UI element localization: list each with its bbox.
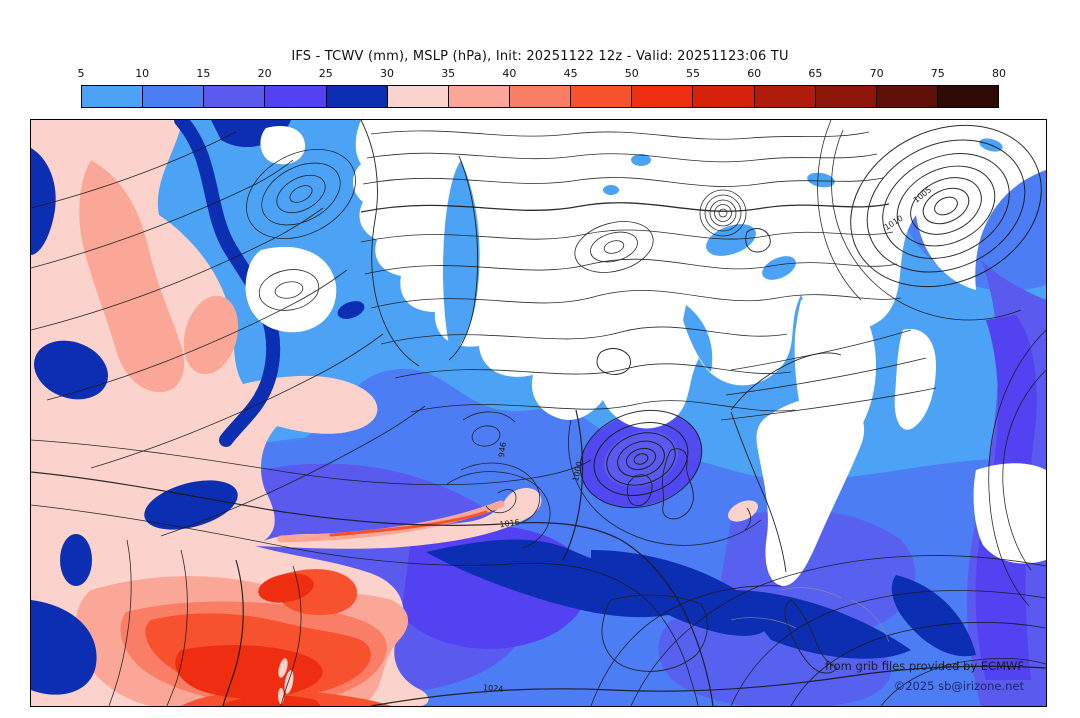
- colorbar-tick: 80: [992, 67, 1006, 80]
- isobar-label: 946: [497, 441, 508, 457]
- colorbar-tick: 60: [747, 67, 762, 80]
- colorbar-tick: 45: [563, 67, 578, 80]
- isobar-label: 1024: [483, 683, 504, 693]
- colorbar-tick: 10: [135, 67, 150, 80]
- colorbar-tick: 5: [77, 67, 85, 80]
- colorbar-tick: 30: [380, 67, 394, 80]
- isobar-label: 1016: [499, 518, 520, 530]
- tcwv-colorbar: 5 10 15 20 25 30 35 40 45 50 55 60 65 70 75 80: [78, 67, 1006, 108]
- colorbar-segment: [509, 86, 572, 107]
- colorbar-segment: [815, 86, 877, 107]
- colorbar-segment: [632, 86, 694, 107]
- colorbar-tick: 15: [196, 67, 211, 80]
- colorbar-segments: [81, 85, 999, 108]
- colorbar-tick: 75: [930, 67, 945, 80]
- colorbar-segment: [448, 86, 510, 107]
- attribution-copyright: ©2025 sb@irizone.net: [893, 679, 1024, 693]
- colorbar-tick: 55: [686, 67, 700, 80]
- colorbar-tick: 50: [624, 67, 639, 80]
- weather-map-frame: 946 1000 1005 1010 1016 1024 from grib files …: [30, 119, 1047, 707]
- country-border-layer: [730, 587, 890, 643]
- colorbar-segment: [571, 86, 633, 107]
- colorbar-segment: [326, 86, 388, 107]
- colorbar-tick: 70: [869, 67, 884, 80]
- tcwv-fill-layer: [31, 120, 1046, 706]
- colorbar-tick-labels: 5 10 15 20 25 30 35 40 45 50 55 60 65 70 75 80: [77, 67, 1007, 83]
- colorbar-segment: [143, 86, 205, 107]
- dry-air-region: [245, 120, 1046, 586]
- colorbar-segment: [265, 86, 327, 107]
- coastline-layer: [360, 120, 842, 674]
- colorbar-tick: 65: [808, 67, 823, 80]
- colorbar-tick: 20: [257, 67, 272, 80]
- colorbar-segment: [876, 86, 938, 107]
- mslp-contour-layer: [31, 120, 1046, 706]
- colorbar-segment: [937, 86, 999, 107]
- isobar-label: 1000: [571, 461, 584, 483]
- colorbar-segment: [82, 86, 144, 107]
- colorbar-segment: [204, 86, 266, 107]
- colorbar-tick: 40: [502, 67, 517, 80]
- colorbar-segment: [754, 86, 816, 107]
- colorbar-segment: [693, 86, 755, 107]
- colorbar-tick: 35: [441, 67, 456, 80]
- attribution-source: from grib files provided by ECMWF: [825, 659, 1024, 673]
- chart-title: IFS - TCWV (mm), MSLP (hPa), Init: 20251…: [291, 49, 789, 64]
- colorbar-tick: 25: [318, 67, 333, 80]
- colorbar-segment: [387, 86, 449, 107]
